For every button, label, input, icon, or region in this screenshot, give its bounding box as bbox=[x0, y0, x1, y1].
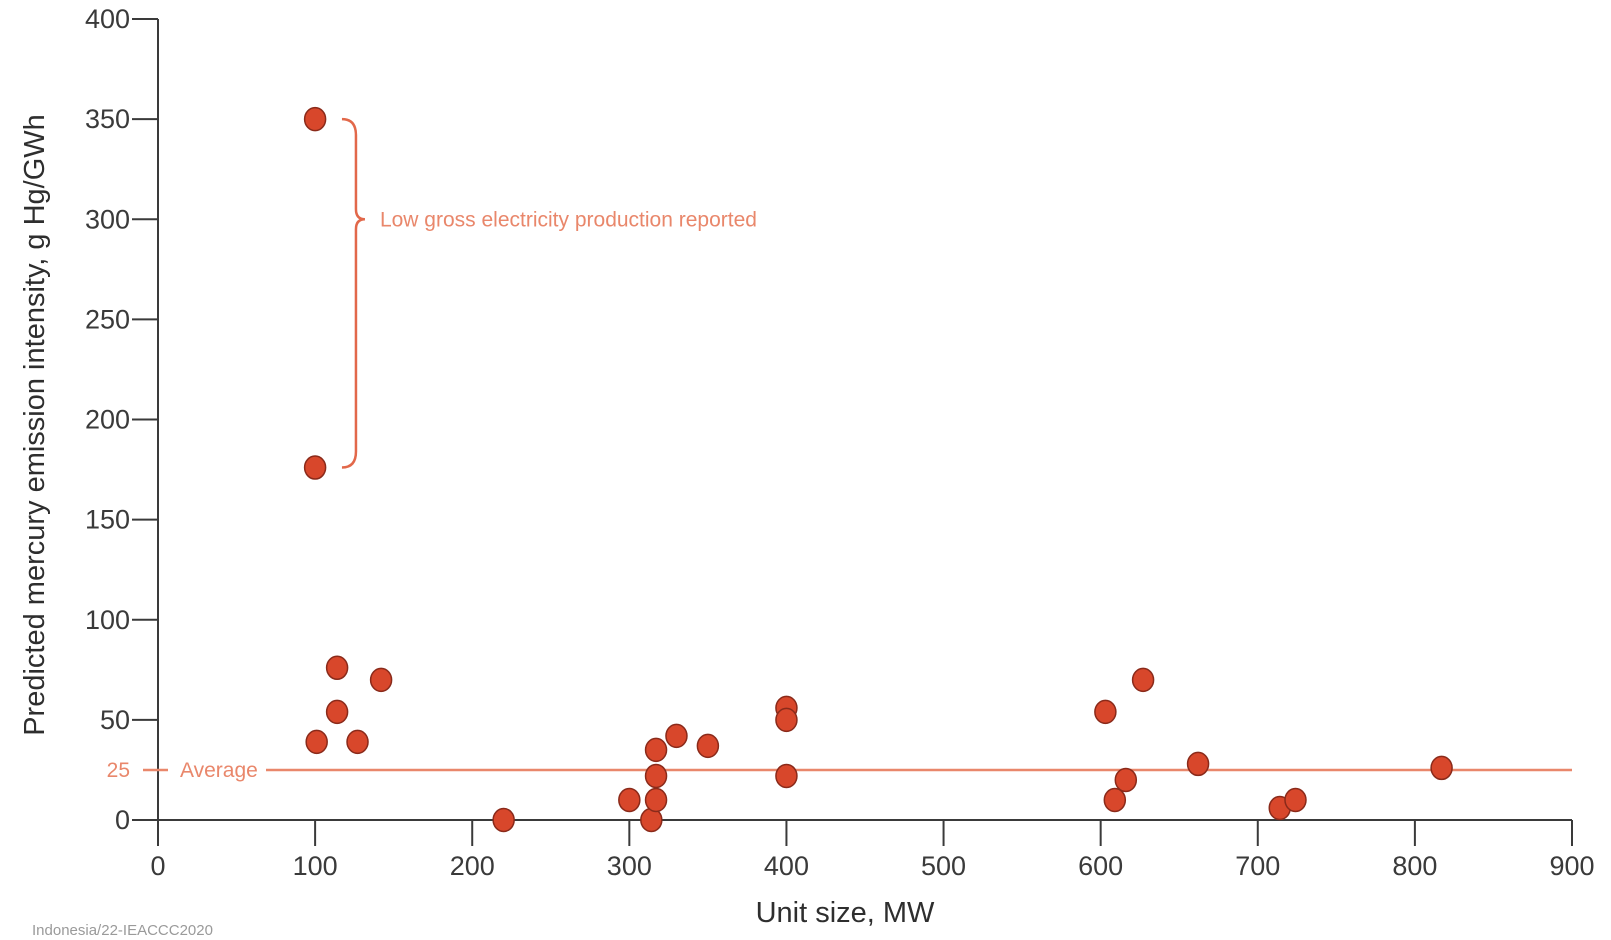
data-point bbox=[1284, 787, 1307, 813]
data-point bbox=[1131, 667, 1155, 693]
data-point bbox=[640, 807, 663, 833]
data-point bbox=[775, 763, 798, 789]
y-tick-label: 150 bbox=[85, 505, 130, 535]
y-tick-label: 300 bbox=[85, 204, 130, 234]
x-tick-label: 200 bbox=[450, 851, 495, 881]
average-marker: Average bbox=[143, 756, 1572, 783]
y-tick-label: 100 bbox=[85, 605, 130, 635]
x-axis-title: Unit size, MW bbox=[756, 897, 935, 929]
data-point bbox=[305, 729, 328, 755]
data-point bbox=[492, 807, 515, 833]
x-tick-label: 400 bbox=[764, 851, 809, 881]
x-tick-label: 300 bbox=[607, 851, 652, 881]
average-label: Average bbox=[180, 759, 258, 782]
data-point bbox=[618, 787, 641, 813]
source-note: Indonesia/22-IEACCC2020 bbox=[32, 922, 213, 939]
x-tick-label: 100 bbox=[293, 851, 338, 881]
annotation-bracket bbox=[341, 117, 366, 469]
y-axis-ticks: 0 50 100 150 200 250 300 350 400 25 bbox=[85, 4, 158, 835]
y-tick-label: 200 bbox=[85, 405, 130, 435]
y-tick-label: 50 bbox=[100, 705, 130, 735]
data-point bbox=[303, 106, 327, 132]
data-point bbox=[346, 729, 369, 755]
data-point bbox=[303, 455, 327, 480]
data-point bbox=[644, 787, 668, 813]
x-tick-label: 600 bbox=[1078, 851, 1123, 881]
y-tick-label-average: 25 bbox=[107, 759, 130, 782]
data-point bbox=[1103, 787, 1127, 813]
x-tick-label: 900 bbox=[1549, 851, 1594, 881]
x-axis-ticks: 0 100 200 300 400 500 600 700 800 900 bbox=[150, 820, 1595, 881]
annotation: Low gross electricity production reporte… bbox=[341, 117, 757, 469]
annotation-text: Low gross electricity production reporte… bbox=[380, 208, 757, 231]
data-point bbox=[1430, 755, 1453, 781]
data-point bbox=[644, 737, 668, 763]
data-point bbox=[644, 763, 668, 789]
y-tick-label: 0 bbox=[115, 805, 130, 835]
y-axis-title: Predicted mercury emission intensity, g … bbox=[19, 114, 51, 736]
data-points bbox=[303, 106, 1453, 833]
data-point bbox=[696, 733, 720, 759]
data-point bbox=[1186, 751, 1210, 777]
x-tick-label: 700 bbox=[1235, 851, 1280, 881]
average-label-background bbox=[168, 756, 266, 783]
data-point bbox=[1114, 767, 1138, 793]
y-tick-label: 250 bbox=[85, 304, 130, 334]
y-tick-label: 350 bbox=[85, 104, 130, 134]
x-tick-label: 0 bbox=[150, 851, 165, 881]
axes bbox=[157, 19, 1572, 821]
data-point bbox=[325, 655, 349, 681]
data-point bbox=[1094, 699, 1117, 725]
data-point bbox=[369, 667, 393, 693]
data-point bbox=[775, 707, 798, 733]
data-point bbox=[325, 699, 349, 725]
x-tick-label: 800 bbox=[1392, 851, 1437, 881]
x-tick-label: 500 bbox=[921, 851, 966, 881]
y-tick-label: 400 bbox=[85, 4, 130, 34]
data-point bbox=[665, 723, 688, 749]
